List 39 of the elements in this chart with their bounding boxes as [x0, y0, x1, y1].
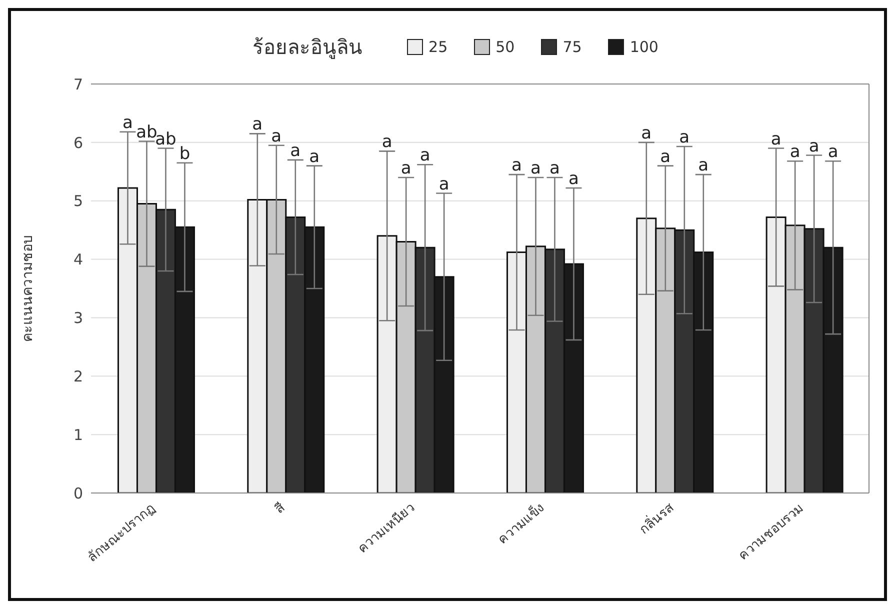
annotation: a — [530, 158, 541, 178]
annotation: ab — [136, 122, 158, 142]
y-tick-label: 6 — [73, 134, 83, 152]
y-tick-label: 1 — [73, 426, 83, 444]
annotation: ab — [155, 129, 176, 150]
annotation: a — [122, 112, 133, 133]
y-tick-label: 7 — [73, 75, 83, 94]
annotation: a — [641, 123, 652, 144]
y-tick-label: 0 — [73, 484, 83, 502]
annotation: a — [420, 146, 430, 166]
x-tick-label: สี — [272, 500, 288, 518]
annotation: a — [271, 126, 282, 146]
annotation: a — [382, 132, 392, 152]
annotation: a — [252, 114, 263, 135]
annotation: a — [808, 136, 820, 156]
legend-label: 100 — [630, 38, 658, 56]
annotation: a — [679, 128, 690, 148]
annotation: a — [438, 174, 450, 194]
annotation: a — [400, 158, 412, 178]
y-tick-label: 3 — [73, 309, 83, 328]
annotation: a — [660, 146, 671, 167]
annotation: a — [568, 169, 579, 190]
annotation: b — [179, 144, 190, 164]
annotation: a — [512, 156, 522, 176]
annotation: a — [790, 142, 800, 162]
annotation: a — [309, 146, 320, 167]
annotation: a — [770, 129, 782, 150]
legend-title: ร้อยละอินูลิน — [252, 34, 363, 61]
legend-label: 75 — [562, 38, 582, 56]
annotation: a — [550, 158, 560, 178]
annotation: a — [698, 156, 709, 176]
annotation: a — [290, 140, 301, 161]
y-tick-label: 2 — [73, 367, 83, 386]
y-axis-title: คะแนนความชอบ — [20, 235, 36, 342]
legend-label: 50 — [496, 38, 515, 56]
y-tick-label: 5 — [73, 192, 83, 210]
y-tick-label: 4 — [73, 250, 83, 269]
annotation: a — [828, 142, 838, 162]
legend-label: 25 — [428, 38, 448, 56]
